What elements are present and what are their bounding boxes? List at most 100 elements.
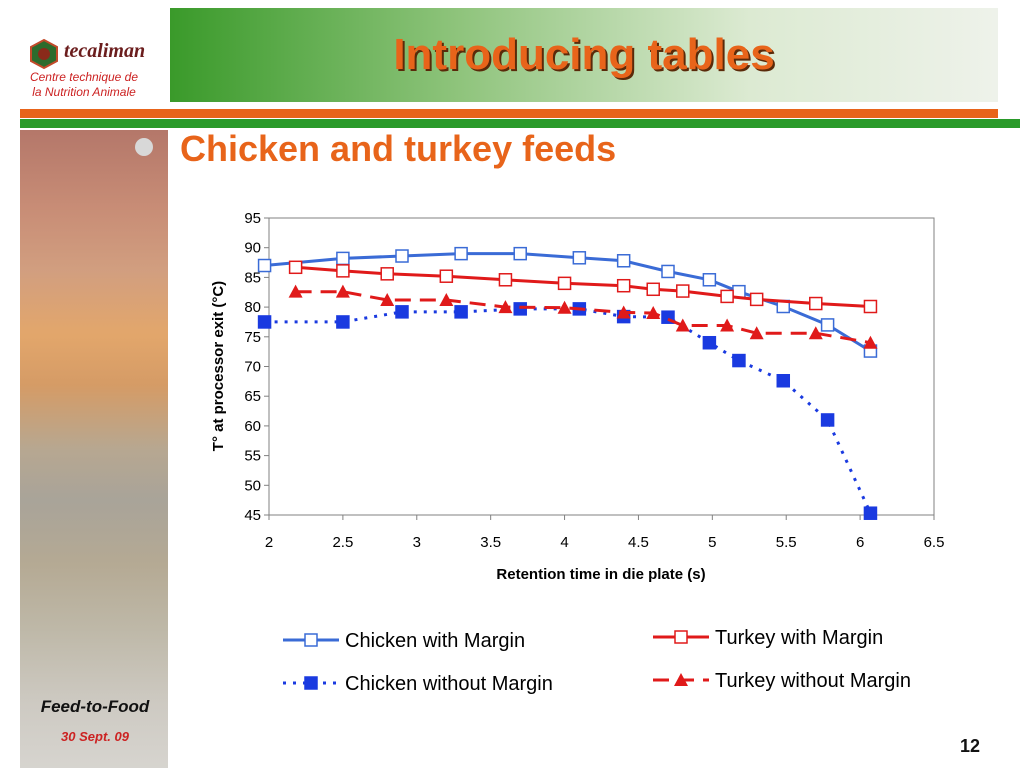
slide-subtitle: Chicken and turkey feeds: [180, 128, 617, 169]
series-line: [264, 307, 872, 514]
data-point: [720, 289, 734, 304]
data-point: [513, 246, 527, 261]
data-point: [454, 305, 468, 319]
data-point: [863, 506, 878, 520]
data-point: [776, 374, 791, 388]
x-tick-label: 4.5: [628, 534, 649, 551]
logo-mark-icon: [30, 38, 58, 70]
legend-entry: Turkey without Margin: [653, 670, 911, 692]
data-point: [454, 246, 468, 261]
y-tick-label: 75: [244, 329, 261, 346]
logo-brand: tecaliman: [64, 40, 146, 62]
data-point: [676, 284, 690, 298]
data-point: [395, 249, 409, 263]
data-point: [616, 305, 631, 319]
data-point: [380, 267, 394, 281]
legend-label: Chicken with Margin: [345, 630, 525, 652]
legend-marker: [674, 673, 688, 686]
x-tick-label: 6: [856, 534, 864, 551]
y-tick-label: 70: [244, 359, 261, 376]
data-point: [498, 300, 513, 314]
data-point: [808, 326, 823, 340]
legend-marker: [304, 676, 318, 690]
legend-label: Chicken without Margin: [345, 673, 553, 695]
data-point: [572, 251, 587, 265]
series-line: [295, 290, 871, 345]
data-point: [863, 299, 878, 314]
data-point: [439, 269, 454, 283]
y-tick-label: 60: [244, 418, 261, 435]
data-point: [675, 318, 690, 332]
y-tick-label: 45: [244, 507, 261, 524]
x-tick-label: 3: [413, 534, 421, 551]
data-point: [616, 278, 631, 293]
x-tick-label: 2.5: [332, 534, 353, 551]
data-point: [646, 282, 660, 297]
legend-label: Turkey without Margin: [715, 670, 911, 692]
data-point: [380, 292, 395, 306]
x-axis-ticks: 2 2.5 3 3.5 4 4.5 5 5.5 6 6.5: [265, 515, 945, 551]
data-point: [557, 276, 572, 291]
y-tick-label: 85: [244, 269, 261, 286]
legend-marker: [304, 633, 318, 647]
y-tick-label: 90: [244, 240, 261, 257]
data-point: [749, 326, 764, 340]
legend-entry: Chicken without Margin: [283, 673, 553, 695]
data-point: [336, 251, 350, 266]
x-tick-label: 6.5: [924, 534, 945, 551]
logo-tagline-line2: la Nutrition Animale: [32, 85, 136, 99]
data-point: [646, 306, 661, 320]
legend-marker: [674, 630, 688, 644]
legend-label: Turkey with Margin: [715, 627, 883, 649]
legend-entry: Chicken with Margin: [283, 630, 525, 652]
y-tick-label: 65: [244, 388, 261, 405]
x-tick-label: 2: [265, 534, 273, 551]
legend: Chicken with Margin Chicken without Margi…: [283, 627, 911, 695]
data-point: [702, 335, 717, 350]
data-point: [336, 264, 350, 278]
bullet-icon: [135, 138, 153, 156]
data-point: [863, 335, 878, 349]
x-axis-label: Retention time in die plate (s): [496, 566, 705, 583]
y-tick-label: 50: [244, 477, 261, 494]
data-point: [257, 258, 272, 273]
plot-area-frame: [268, 217, 935, 516]
data-point: [257, 315, 272, 329]
series-2: [288, 260, 878, 314]
data-point: [395, 305, 409, 319]
title-banner: Introducing tables: [170, 8, 998, 102]
page-number: 12: [960, 736, 981, 756]
x-tick-label: 5.5: [776, 534, 797, 551]
slide-title: Introducing tables: [393, 30, 775, 79]
logo: tecaliman Centre technique de la Nutriti…: [0, 30, 168, 105]
footer-event-name: Feed-to-Food: [40, 697, 150, 716]
series-layer: [257, 246, 878, 520]
y-tick-label: 80: [244, 299, 261, 316]
data-point: [513, 302, 527, 316]
data-point: [732, 353, 746, 368]
data-point: [288, 260, 303, 275]
decorative-sidebar: [20, 130, 168, 768]
data-point: [820, 318, 835, 332]
footer-date: 30 Sept. 09: [61, 729, 129, 744]
x-tick-label: 4: [560, 534, 568, 551]
x-tick-label: 5: [708, 534, 716, 551]
data-point: [661, 264, 675, 279]
data-point: [288, 284, 303, 298]
orange-divider: [20, 109, 998, 118]
y-axis-label: T° at processor exit (°C): [210, 281, 227, 451]
data-point: [749, 292, 764, 307]
data-point: [498, 273, 513, 287]
data-point: [557, 300, 572, 314]
legend-entry: Turkey with Margin: [653, 627, 883, 649]
data-point: [335, 284, 350, 298]
y-axis-ticks: 95 90 85 80 75 70 65 60 55 50 45: [244, 210, 269, 524]
data-point: [616, 254, 631, 268]
series-1: [257, 302, 878, 520]
series-3: [288, 284, 878, 349]
green-divider: [20, 119, 1020, 128]
data-point: [720, 318, 735, 332]
data-point: [809, 296, 823, 311]
y-tick-label: 95: [244, 210, 261, 227]
